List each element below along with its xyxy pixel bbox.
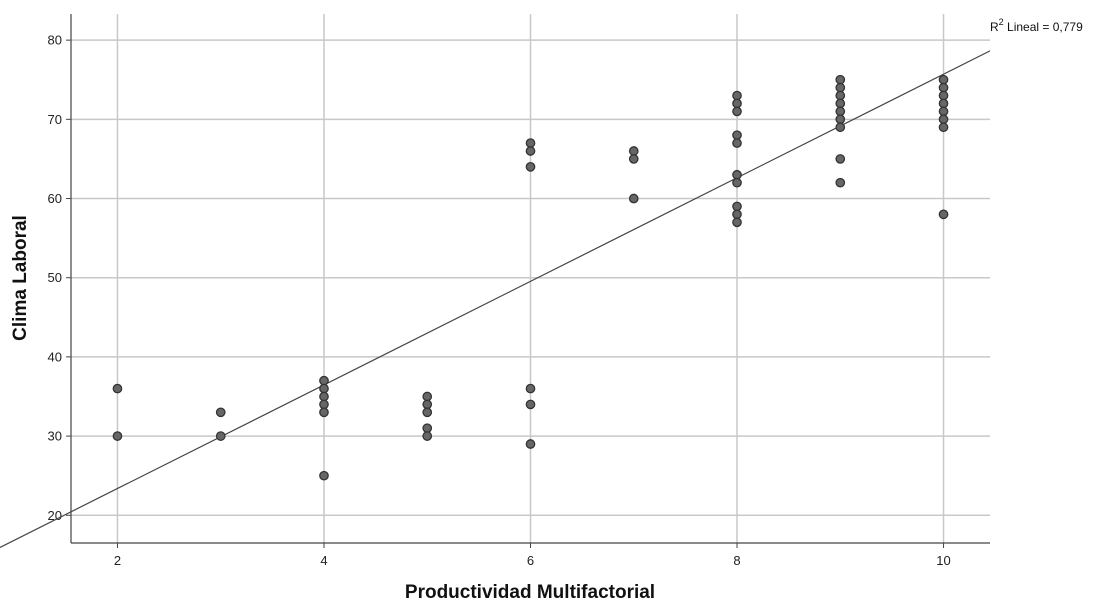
y-tick-label: 80 bbox=[48, 33, 62, 48]
data-point bbox=[835, 106, 846, 117]
tick-label-layer: 2 4 6 8 10 20 30 40 50 60 70 80 bbox=[48, 33, 951, 568]
data-point bbox=[732, 177, 742, 188]
data-point bbox=[835, 82, 846, 93]
x-tick-label: 2 bbox=[114, 553, 121, 568]
data-point bbox=[835, 90, 846, 101]
y-tick-label: 20 bbox=[48, 508, 62, 523]
data-point bbox=[732, 130, 742, 141]
data-point bbox=[938, 122, 949, 133]
data-point bbox=[732, 98, 742, 109]
x-tick-label: 10 bbox=[936, 553, 950, 568]
grid-layer bbox=[71, 14, 990, 543]
data-point bbox=[938, 82, 949, 93]
data-point bbox=[938, 106, 949, 117]
data-point bbox=[422, 423, 433, 434]
data-point bbox=[628, 146, 639, 156]
y-tick-label: 50 bbox=[48, 270, 62, 285]
data-point bbox=[525, 138, 536, 148]
data-point bbox=[938, 98, 949, 109]
data-point bbox=[319, 391, 329, 402]
data-point bbox=[835, 177, 846, 188]
data-point bbox=[835, 122, 846, 133]
data-point bbox=[628, 193, 639, 204]
data-point bbox=[835, 154, 846, 164]
data-point bbox=[732, 106, 742, 117]
data-point bbox=[732, 201, 742, 212]
data-point bbox=[835, 74, 846, 85]
data-point bbox=[525, 146, 536, 156]
regression-fit-line bbox=[0, 50, 991, 548]
data-point bbox=[938, 90, 949, 101]
data-point bbox=[319, 399, 329, 410]
x-tick-label: 8 bbox=[733, 553, 740, 568]
data-point bbox=[215, 431, 226, 441]
data-point bbox=[319, 383, 329, 394]
x-axis-title: Productividad Multifactorial bbox=[405, 582, 655, 600]
x-tick-label: 4 bbox=[320, 553, 327, 568]
data-point bbox=[319, 470, 329, 481]
data-point bbox=[835, 114, 846, 125]
data-point bbox=[732, 209, 742, 220]
data-point bbox=[319, 375, 329, 386]
y-tick-label: 30 bbox=[48, 429, 62, 444]
data-point bbox=[732, 138, 742, 148]
x-tick-label: 6 bbox=[527, 553, 534, 568]
data-point bbox=[835, 98, 846, 109]
data-point bbox=[732, 217, 742, 228]
data-point bbox=[628, 154, 639, 164]
data-point bbox=[938, 114, 949, 125]
data-point bbox=[525, 439, 536, 449]
data-point bbox=[112, 431, 123, 441]
data-point bbox=[525, 383, 536, 394]
data-point bbox=[938, 209, 949, 220]
data-point bbox=[938, 74, 949, 85]
data-point bbox=[422, 431, 433, 441]
y-axis-title: Clima Laboral bbox=[10, 215, 31, 341]
data-point bbox=[112, 383, 123, 394]
data-point bbox=[319, 407, 329, 418]
r2-superscript: 2 bbox=[999, 17, 1004, 27]
data-point bbox=[732, 90, 742, 101]
data-point bbox=[215, 407, 226, 418]
r2-prefix: R bbox=[990, 20, 999, 34]
y-tick-label: 70 bbox=[48, 112, 62, 127]
y-tick-label: 40 bbox=[48, 349, 62, 364]
r2-suffix: Lineal = 0,779 bbox=[1004, 20, 1083, 34]
data-point-layer bbox=[112, 74, 949, 481]
data-point bbox=[422, 391, 433, 402]
r2-annotation: R2 Lineal = 0,779 bbox=[990, 17, 1083, 34]
y-tick-label: 60 bbox=[48, 191, 62, 206]
data-point bbox=[525, 399, 536, 410]
data-point bbox=[422, 407, 433, 418]
data-point bbox=[525, 161, 536, 172]
data-point bbox=[732, 169, 742, 180]
data-point bbox=[422, 399, 433, 410]
